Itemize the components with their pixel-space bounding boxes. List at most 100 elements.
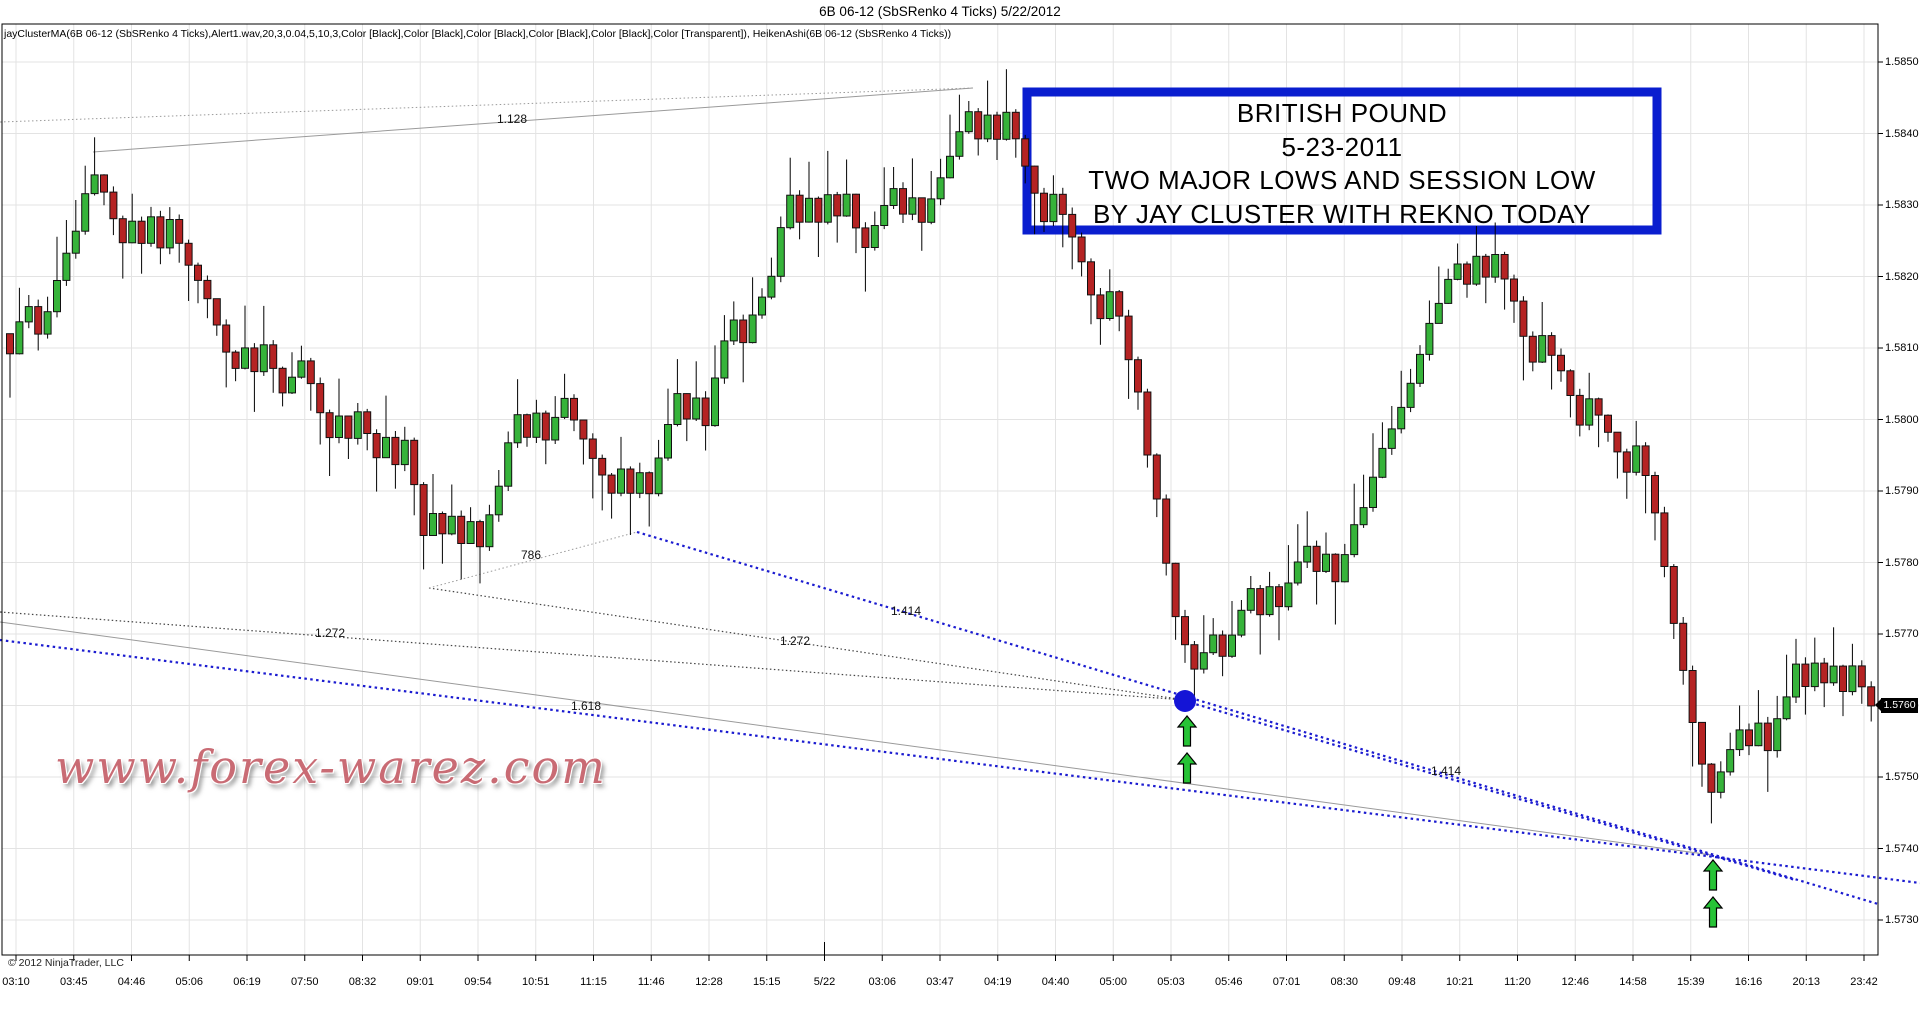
price-axis-label: 1.5750 [1885,771,1919,783]
fib-ratio-label: 1.414 [890,604,922,618]
time-axis-label: 06:19 [233,976,261,988]
renko-candle-down [1510,278,1518,302]
time-axis-label: 03:45 [59,976,88,988]
renko-candle-down [899,188,907,215]
renko-candle-up [776,227,785,277]
renko-candle-down [1867,686,1876,707]
renko-candle-up [494,485,503,516]
renko-candle-down [1058,193,1067,215]
renko-candle-down [1566,370,1575,396]
renko-candle-down [1688,670,1697,723]
renko-candle-up [1416,353,1424,384]
annotation-line: 5-23-2011 [1281,131,1403,162]
renko-candle-up [551,416,560,441]
renko-candle-down [1331,553,1340,583]
time-axis-label: 15:39 [1676,976,1705,988]
time-axis-label: 03:10 [2,976,30,988]
renko-candle-up [729,319,738,342]
renko-candle-down [316,383,325,414]
renko-candle-up [1359,507,1368,526]
renko-candle-down [1124,315,1133,361]
renko-candle-down [1143,391,1152,456]
renko-candle-up [24,306,33,323]
price-axis-label: 1.5730 [1885,914,1919,926]
price-axis-label: 1.5790 [1885,485,1919,497]
renko-candle-down [1613,431,1622,453]
time-axis[interactable]: 03:10 03:45 04:46 05:06 06:19 07:50 08:32 09:01… [0,955,1878,995]
renko-candle-up [1284,582,1293,608]
renko-candle-down [1011,111,1020,140]
renko-candle-up [1209,634,1218,654]
renko-candle-up [62,252,71,281]
renko-candle-down [607,474,616,494]
renko-candle-down [410,439,419,486]
renko-candle-up [767,275,776,298]
renko-candle-down [570,397,578,421]
renko-candle-down [701,397,710,427]
renko-candle-down [1622,451,1631,473]
fib-ratio-label: 786 [520,548,542,562]
renko-candle-up [147,216,155,244]
renko-candle-up [1397,406,1406,430]
renko-candle-up [71,230,80,254]
renko-candle-down [1641,445,1650,476]
renko-candle-up [758,296,766,316]
indicator-label: jayClusterMA(6B 06-12 (SbSRenko 4 Ticks)… [4,28,952,40]
price-axis-label: 1.5810 [1885,342,1919,354]
time-axis-label: 12:28 [695,976,723,988]
renko-candle-up [1228,634,1236,657]
renko-candle-up [1303,545,1312,563]
renko-candle-down [1021,138,1030,167]
renko-candle-down [1218,634,1227,657]
renko-candle-up [288,376,296,394]
renko-candle-down [391,436,400,466]
time-axis-label: 10:21 [1445,976,1474,988]
renko-candle-up [447,515,456,535]
trend-line-gray-solid [0,621,1713,856]
renko-candle-down [175,219,184,244]
renko-candle-down [1528,335,1537,363]
renko-candle-down [269,344,278,369]
renko-candle-down [1745,729,1753,747]
fib-ratio-label: 1.128 [496,112,528,126]
renko-candle-down [184,242,193,266]
time-axis-label: 05:03 [1157,976,1185,988]
renko-candle-up [654,457,663,495]
renko-candle-down [645,472,654,495]
renko-candle-down [579,419,588,440]
time-axis-label: 12:46 [1561,976,1590,988]
price-axis[interactable]: 1.5850 1.5840 1.5830 1.5820 1.5810 1.5800 1.57… [1878,24,1920,955]
renko-candle-up [485,514,494,548]
renko-candle-down [1162,498,1171,564]
renko-candle-down [457,515,466,544]
renko-candle-down [118,218,127,244]
price-axis-label: 1.5780 [1885,556,1919,569]
renko-candle-up [711,377,719,427]
renko-candle-down [1040,192,1048,223]
renko-candle-up [1716,771,1725,793]
renko-candle-down [1256,588,1265,616]
renko-candle-up [1350,524,1359,556]
annotation-line: TWO MAJOR LOWS AND SESSION LOW [1088,165,1596,195]
renko-candle-down [34,306,43,335]
renko-candle-up [1848,665,1857,693]
renko-candle-down [541,412,550,441]
time-axis-label: 23:42 [1850,976,1878,988]
renko-candle-down [109,191,118,220]
renko-candle-up [748,314,757,344]
renko-candle-up [617,468,625,494]
renko-candle-down [1660,512,1669,568]
time-axis-label: 07:50 [290,976,319,988]
renko-candle-down [372,433,381,459]
renko-candle-down [325,412,334,439]
renko-candle-up [955,131,964,157]
price-axis-label: 1.5840 [1885,127,1919,140]
renko-candle-down [306,360,315,385]
renko-candle-up [1105,291,1114,320]
renko-candle-up [635,472,644,494]
time-axis-label: 05:06 [175,976,204,988]
renko-candle-down [598,457,607,476]
renko-candle-up [513,414,522,444]
